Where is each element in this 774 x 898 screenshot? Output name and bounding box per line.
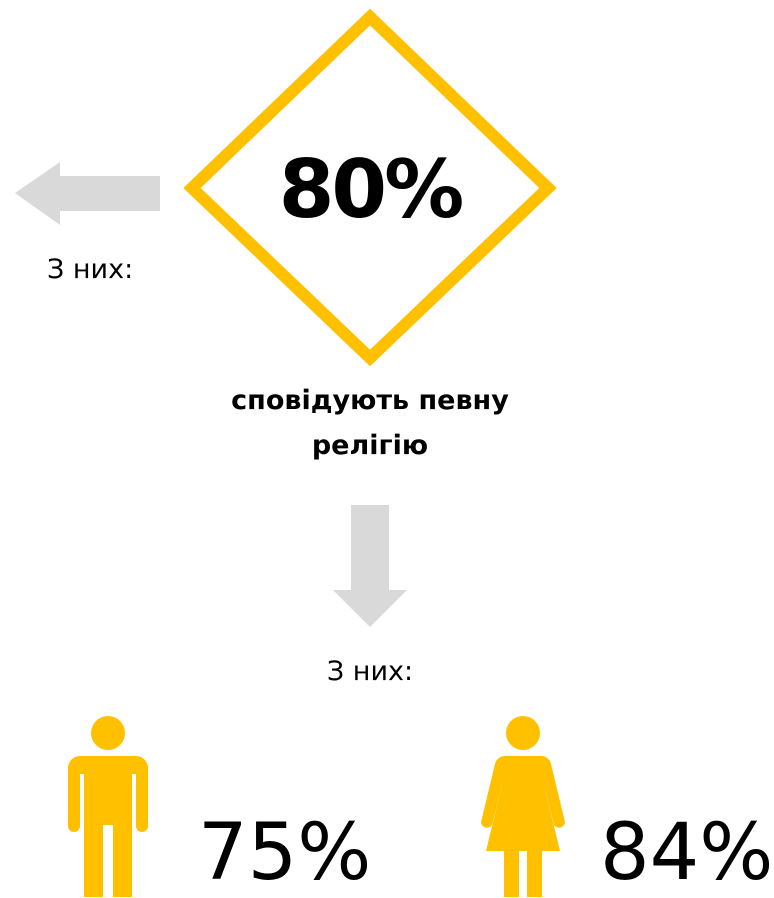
side-note: З них: xyxy=(47,254,134,285)
down-arrow xyxy=(333,505,407,627)
man-icon xyxy=(68,716,148,897)
main-caption: сповідують певну релігію xyxy=(231,385,509,461)
male-value: 75% xyxy=(198,808,372,898)
woman-icon xyxy=(481,716,565,897)
main-value: 80% xyxy=(278,143,464,236)
down-note: З них: xyxy=(326,656,414,687)
left-arrow xyxy=(15,162,160,225)
female-value: 84% xyxy=(600,808,774,898)
diamond xyxy=(183,8,557,367)
